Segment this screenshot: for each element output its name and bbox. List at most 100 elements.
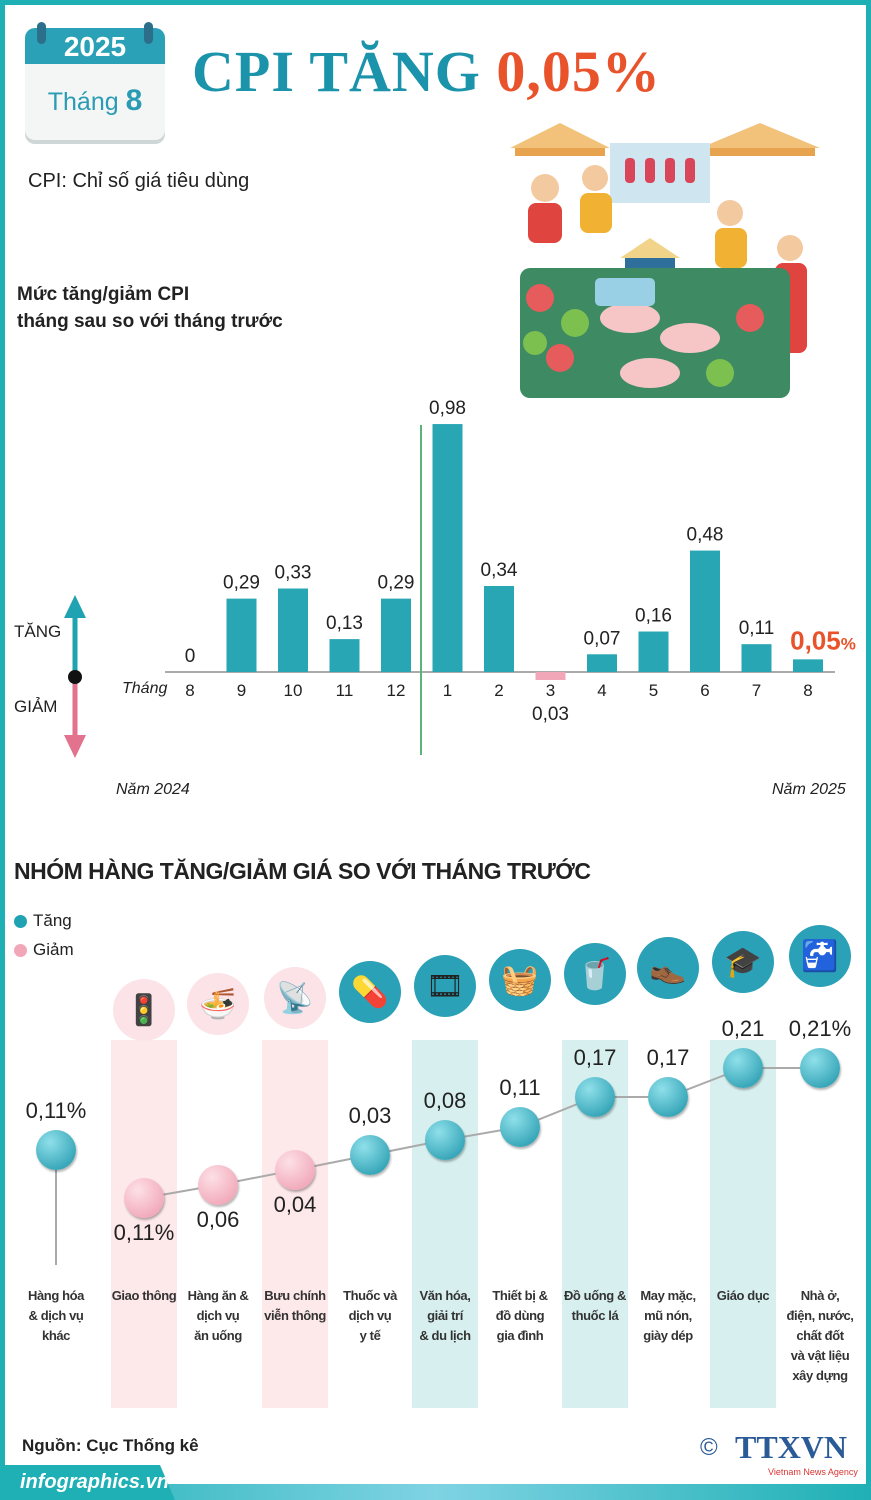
x-tick-label: 1 bbox=[443, 681, 452, 700]
data-label: 0,11% bbox=[25, 1098, 87, 1123]
up-label: TĂNG bbox=[14, 622, 62, 641]
bar-value-label: 0,03 bbox=[532, 704, 569, 725]
calendar-badge: 2025 Tháng 8 bbox=[25, 22, 165, 140]
data-label: 0,17 bbox=[646, 1045, 690, 1070]
data-point bbox=[500, 1107, 540, 1147]
data-label: 0,06 bbox=[196, 1207, 240, 1232]
bar-value-label: 0,16 bbox=[635, 606, 672, 627]
down-label: GIẢM bbox=[14, 697, 58, 716]
traffic-light-icon: 🚦 bbox=[113, 979, 175, 1041]
data-point bbox=[800, 1048, 840, 1088]
data-label: 0,21% bbox=[788, 1016, 852, 1041]
category-label: Thuốc và dịch vụ y tế bbox=[343, 1288, 397, 1343]
bar-value-label: 0 bbox=[185, 646, 196, 667]
category-label: Bưu chính viễn thông bbox=[264, 1288, 326, 1323]
pill-icon: 💊 bbox=[339, 961, 401, 1023]
x-tick-label: 8 bbox=[803, 681, 812, 700]
column-band bbox=[412, 1040, 478, 1408]
column-band bbox=[262, 1040, 328, 1408]
bar-value-label: 0,34 bbox=[481, 560, 518, 581]
legend-increase: Tăng bbox=[14, 911, 72, 931]
graduation-cap-icon: 🎓 bbox=[712, 931, 774, 993]
category-label: Đồ uống & thuốc lá bbox=[563, 1288, 627, 1323]
drink-cigarette-icon: 🥤 bbox=[564, 943, 626, 1005]
legend-dot-teal bbox=[14, 914, 27, 928]
data-label: 0,04 bbox=[273, 1192, 317, 1217]
bar bbox=[793, 659, 823, 672]
x-tick-label: 8 bbox=[185, 681, 194, 700]
house-water-icon: 🚰 bbox=[789, 925, 851, 987]
x-tick-label: 6 bbox=[700, 681, 709, 700]
bar-value-label: 0,33 bbox=[275, 563, 312, 584]
bar-value-label: 0,07 bbox=[584, 628, 621, 649]
bar-chart-title: Mức tăng/giảm CPI tháng sau so với tháng … bbox=[17, 284, 283, 332]
data-label: 0,21 bbox=[721, 1016, 765, 1041]
shirt-shoe-icon: 👞 bbox=[637, 937, 699, 999]
bar-value-label: 0,98 bbox=[429, 398, 466, 419]
category-label: May mặc, mũ nón, giày dép bbox=[640, 1288, 696, 1343]
subtitle: CPI: Chỉ số giá tiêu dùng bbox=[28, 170, 250, 192]
calendar-ring-icon bbox=[144, 22, 153, 44]
source: Nguồn: Cục Thống kê bbox=[22, 1436, 199, 1455]
bar-value-label: 0,13 bbox=[326, 613, 363, 634]
footer-bar bbox=[0, 1484, 871, 1500]
month: 8 bbox=[125, 84, 143, 117]
category-label: Hàng ăn & dịch vụ ăn uống bbox=[187, 1288, 249, 1343]
x-tick-label: 10 bbox=[284, 681, 303, 700]
legend-decrease: Giảm bbox=[14, 940, 74, 960]
data-point bbox=[198, 1165, 238, 1205]
year-right: Năm 2025 bbox=[772, 781, 846, 798]
film-reel-icon: 🎞 bbox=[414, 955, 476, 1017]
data-point bbox=[425, 1120, 465, 1160]
x-axis-label: Tháng bbox=[122, 680, 168, 697]
bar bbox=[432, 424, 463, 672]
data-point bbox=[350, 1135, 390, 1175]
bar-value-label: 0,48 bbox=[687, 525, 724, 546]
bar bbox=[638, 631, 669, 672]
category-label: Giáo dục bbox=[716, 1288, 770, 1303]
bar bbox=[278, 588, 308, 672]
calendar-ring-icon bbox=[37, 22, 46, 44]
washing-machine-icon: 🧺 bbox=[489, 949, 551, 1011]
site-link[interactable]: infographics.vn bbox=[0, 1465, 175, 1500]
column-band bbox=[111, 1040, 177, 1408]
cpi-bar-chart: 0 8 0,29 9 0,33 10 0,13 11 0,29 12 0,98 1 0,34 2 0,03 3… bbox=[64, 398, 856, 758]
bar-value-label: 0,29 bbox=[223, 573, 260, 594]
category-label: Văn hóa, giải trí & du lịch bbox=[419, 1288, 471, 1343]
title-value: 0,05% bbox=[496, 39, 661, 104]
bar-value-label: 0,11 bbox=[739, 618, 775, 639]
data-label: 0,17 bbox=[573, 1045, 617, 1070]
x-tick-label: 7 bbox=[752, 681, 761, 700]
bar bbox=[535, 672, 566, 680]
year-left: Năm 2024 bbox=[116, 781, 190, 798]
data-point bbox=[36, 1130, 76, 1170]
logo-subtitle: Vietnam News Agency bbox=[768, 1467, 858, 1477]
page-title: CPI TĂNG 0,05% bbox=[192, 39, 661, 104]
data-point bbox=[648, 1077, 688, 1117]
data-label: 0,11% bbox=[113, 1220, 175, 1245]
category-label: Hàng hóa & dịch vụ khác bbox=[27, 1288, 85, 1343]
category-label: Giao thông bbox=[111, 1288, 177, 1303]
category-label: Thiết bị & đồ dùng gia đình bbox=[492, 1288, 548, 1343]
x-tick-label: 12 bbox=[387, 681, 406, 700]
data-point bbox=[723, 1048, 763, 1088]
x-tick-label: 9 bbox=[237, 681, 246, 700]
bar-value-label: 0,29 bbox=[378, 573, 415, 594]
food-bowl-icon: 🍜 bbox=[187, 973, 249, 1035]
antenna-tower-icon: 📡 bbox=[264, 967, 326, 1029]
up-arrow-head bbox=[64, 595, 86, 618]
x-tick-label: 2 bbox=[494, 681, 503, 700]
x-tick-label: 11 bbox=[336, 681, 354, 700]
data-point bbox=[275, 1150, 315, 1190]
bar bbox=[226, 598, 257, 672]
bar bbox=[329, 639, 360, 672]
data-label: 0,11 bbox=[499, 1075, 541, 1100]
category-label: Nhà ở, điện, nước, chất đốt và vật liệu xây … bbox=[786, 1288, 854, 1383]
market-illustration bbox=[510, 123, 820, 398]
legend-dot-pink bbox=[14, 943, 27, 957]
bar bbox=[381, 598, 411, 672]
data-point bbox=[124, 1178, 164, 1218]
year: 2025 bbox=[63, 31, 127, 62]
